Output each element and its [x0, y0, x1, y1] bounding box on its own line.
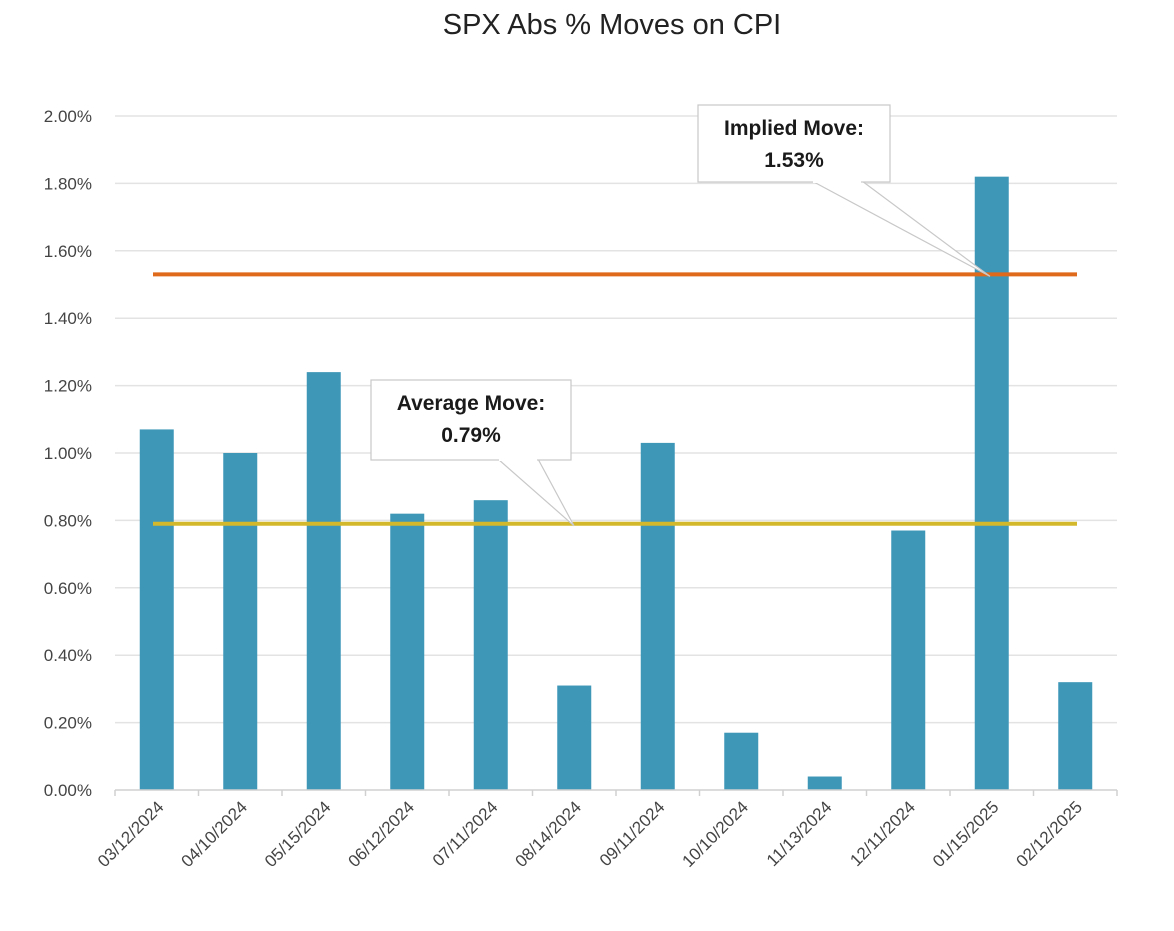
- x-tick-label: 12/11/2024: [846, 797, 919, 870]
- y-tick-label: 0.00%: [44, 781, 92, 800]
- x-tick-label: 06/12/2024: [344, 797, 418, 871]
- x-tick-label: 07/11/2024: [429, 797, 502, 870]
- x-tick-label: 08/14/2024: [511, 797, 585, 871]
- x-tick-label: 02/12/2025: [1012, 797, 1086, 871]
- bar: [807, 776, 842, 790]
- x-tick-label: 03/12/2024: [94, 797, 168, 871]
- x-tick-label: 04/10/2024: [177, 797, 251, 871]
- y-tick-label: 0.20%: [44, 714, 92, 733]
- implied-move-callout-box: [697, 104, 891, 183]
- bar: [473, 500, 508, 790]
- y-tick-label: 2.00%: [44, 107, 92, 126]
- bar: [1058, 682, 1093, 790]
- implied-move-callout-title: Implied Move:: [724, 117, 864, 140]
- bars: [139, 176, 1093, 790]
- implied-move-callout: Implied Move: 1.53%: [697, 104, 991, 277]
- y-tick-label: 0.80%: [44, 511, 92, 530]
- y-tick-label: 0.60%: [44, 579, 92, 598]
- average-move-callout-title: Average Move:: [397, 392, 546, 415]
- bar: [891, 530, 926, 790]
- gridlines: [115, 115, 1117, 724]
- bar: [223, 453, 258, 790]
- average-move-callout-box: [370, 379, 572, 461]
- x-tick-label: 05/15/2024: [261, 797, 335, 871]
- y-tick-label: 1.00%: [44, 444, 92, 463]
- x-axis-ticks: 03/12/2024 04/10/2024 05/15/2024 06/12/2024…: [94, 790, 1118, 871]
- y-axis-ticks: 0.00% 0.20% 0.40% 0.60% 0.80% 1.00% 1.20% 1.40%…: [44, 107, 92, 800]
- reference-lines: [153, 272, 1077, 526]
- bar: [139, 429, 174, 790]
- implied-move-callout-pointer: [811, 180, 991, 277]
- implied-move-callout-value: 1.53%: [764, 149, 824, 172]
- bar: [557, 685, 592, 790]
- x-tick-label: 11/13/2024: [763, 797, 836, 870]
- bar: [724, 732, 759, 790]
- callouts: Implied Move: 1.53% Average Move: 0.79%: [370, 104, 991, 527]
- x-tick-label: 01/15/2025: [929, 797, 1003, 871]
- y-tick-label: 1.60%: [44, 242, 92, 261]
- x-tick-label: 10/10/2024: [678, 797, 752, 871]
- y-tick-label: 1.80%: [44, 174, 92, 193]
- y-tick-label: 0.40%: [44, 646, 92, 665]
- bar: [306, 372, 341, 790]
- bar: [974, 176, 1009, 790]
- bar: [390, 513, 425, 790]
- y-tick-label: 1.20%: [44, 377, 92, 396]
- average-move-callout-pointer: [496, 458, 575, 527]
- y-tick-label: 1.40%: [44, 309, 92, 328]
- average-move-callout-value: 0.79%: [441, 424, 501, 447]
- average-move-callout: Average Move: 0.79%: [370, 379, 575, 527]
- chart-title: SPX Abs % Moves on CPI: [443, 9, 781, 41]
- bar: [640, 442, 675, 790]
- x-tick-label: 09/11/2024: [596, 797, 669, 870]
